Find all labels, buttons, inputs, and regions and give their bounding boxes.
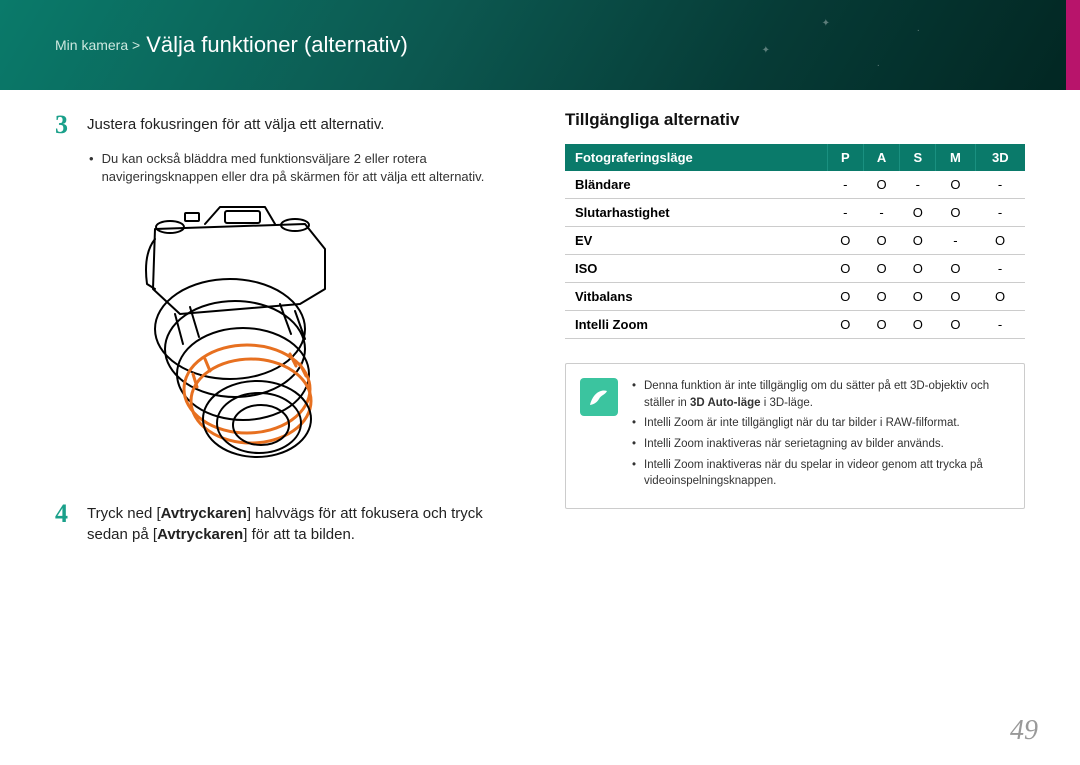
step-3-bullet: • Du kan också bläddra med funktionsvälj… [89, 150, 515, 185]
row-cell: O [827, 311, 863, 339]
table-header-row: Fotograferingsläge P A S M 3D [565, 144, 1025, 171]
row-cell: O [863, 227, 899, 255]
step-3: 3 Justera fokusringen för att välja ett … [55, 110, 515, 140]
row-label: Bländare [565, 171, 827, 199]
th-a: A [863, 144, 899, 171]
row-cell: - [863, 199, 899, 227]
row-cell: O [900, 255, 936, 283]
row-cell: O [936, 199, 975, 227]
row-label: ISO [565, 255, 827, 283]
step-3-text: Justera fokusringen för att välja ett al… [87, 110, 384, 135]
table-row: Intelli ZoomOOOO- [565, 311, 1025, 339]
note-box: Denna funktion är inte tillgänglig om du… [565, 363, 1025, 509]
row-cell: O [936, 283, 975, 311]
row-cell: O [900, 227, 936, 255]
header-banner: Min kamera > Välja funktioner (alternati… [0, 0, 1080, 90]
left-column: 3 Justera fokusringen för att välja ett … [55, 110, 515, 555]
note-item: Intelli Zoom är inte tillgängligt när du… [632, 415, 1010, 432]
th-3d: 3D [975, 144, 1025, 171]
row-cell: O [975, 227, 1025, 255]
table-row: Slutarhastighet--OO- [565, 199, 1025, 227]
row-cell: - [975, 311, 1025, 339]
row-cell: O [936, 311, 975, 339]
step-number-3: 3 [55, 110, 75, 140]
note-list: Denna funktion är inte tillgänglig om du… [632, 378, 1010, 494]
row-label: Vitbalans [565, 283, 827, 311]
row-cell: O [863, 171, 899, 199]
row-cell: O [936, 255, 975, 283]
breadcrumb: Min kamera > [55, 37, 140, 53]
row-cell: O [863, 255, 899, 283]
th-s: S [900, 144, 936, 171]
content-columns: 3 Justera fokusringen för att välja ett … [55, 110, 1025, 555]
step-number-4: 4 [55, 499, 75, 529]
row-cell: O [975, 283, 1025, 311]
row-label: Slutarhastighet [565, 199, 827, 227]
row-cell: - [936, 227, 975, 255]
row-cell: - [827, 199, 863, 227]
row-cell: - [975, 199, 1025, 227]
page-title: Välja funktioner (alternativ) [146, 32, 408, 58]
table-row: VitbalansOOOOO [565, 283, 1025, 311]
th-mode: Fotograferingsläge [565, 144, 827, 171]
row-cell: O [827, 255, 863, 283]
row-cell: O [863, 283, 899, 311]
row-cell: O [900, 311, 936, 339]
th-p: P [827, 144, 863, 171]
camera-illustration [125, 199, 345, 469]
note-item: Intelli Zoom inaktiveras när serietagnin… [632, 436, 1010, 453]
options-table: Fotograferingsläge P A S M 3D Bländare-O… [565, 144, 1025, 339]
row-cell: - [900, 171, 936, 199]
table-row: ISOOOOO- [565, 255, 1025, 283]
section-title: Tillgängliga alternativ [565, 110, 1025, 130]
row-cell: O [827, 227, 863, 255]
bullet-text: Du kan också bläddra med funktionsväljar… [102, 150, 515, 185]
row-cell: O [863, 311, 899, 339]
row-cell: O [900, 283, 936, 311]
row-cell: O [827, 283, 863, 311]
row-cell: - [975, 171, 1025, 199]
right-column: Tillgängliga alternativ Fotograferingslä… [565, 110, 1025, 555]
row-cell: O [900, 199, 936, 227]
step-4-text: Tryck ned [Avtryckaren] halvvägs för att… [87, 499, 515, 545]
pink-edge-tab [1066, 0, 1080, 90]
row-label: EV [565, 227, 827, 255]
th-m: M [936, 144, 975, 171]
note-item: Intelli Zoom inaktiveras när du spelar i… [632, 457, 1010, 490]
row-cell: - [827, 171, 863, 199]
note-item: Denna funktion är inte tillgänglig om du… [632, 378, 1010, 411]
row-label: Intelli Zoom [565, 311, 827, 339]
row-cell: - [975, 255, 1025, 283]
table-row: EVOOO-O [565, 227, 1025, 255]
page-number: 49 [1010, 715, 1038, 747]
row-cell: O [936, 171, 975, 199]
note-icon [580, 378, 618, 416]
step-4: 4 Tryck ned [Avtryckaren] halvvägs för a… [55, 499, 515, 545]
table-row: Bländare-O-O- [565, 171, 1025, 199]
